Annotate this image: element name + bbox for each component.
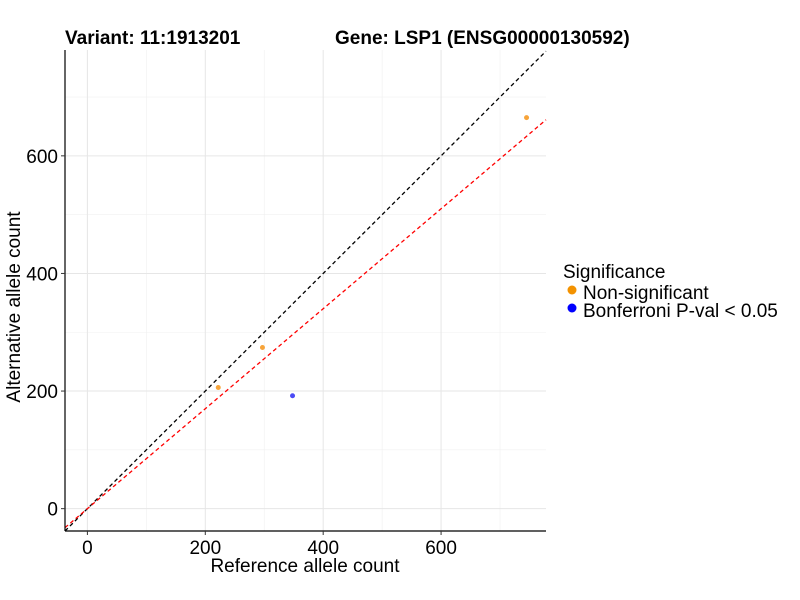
reference-lines (64, 50, 547, 532)
x-tick-label: 400 (307, 538, 339, 559)
legend-label-bonferroni: Bonferroni P-val < 0.05 (583, 301, 778, 322)
y-axis-title: Alternative allele count (4, 211, 25, 403)
x-tick-label: 200 (189, 538, 221, 559)
y-tick-label: 0 (47, 500, 58, 521)
title-variant: Variant: 11:1913201 (65, 28, 241, 49)
fit-line (64, 119, 547, 529)
title-gene: Gene: LSP1 (ENSG00000130592) (335, 28, 630, 49)
point-non-significant (215, 385, 221, 391)
legend-title: Significance (563, 262, 665, 283)
legend-marker-bonferroni (567, 303, 577, 313)
point-non-significant (259, 345, 265, 351)
y-tick-label: 400 (26, 264, 58, 285)
point-non-significant (524, 115, 530, 121)
x-tick-label: 600 (425, 538, 457, 559)
grid-lines (65, 50, 546, 531)
identity-line (64, 50, 547, 532)
x-tick-label: 0 (82, 538, 93, 559)
legend: Significance Non-significant Bonferroni … (563, 262, 778, 322)
point-bonferroni (290, 393, 296, 399)
legend-label-non-significant: Non-significant (583, 283, 709, 304)
data-points (215, 115, 530, 399)
tick-labels: 0 200 400 600 0 200 400 600 (26, 147, 457, 559)
y-tick-label: 200 (26, 382, 58, 403)
axes (64, 50, 546, 532)
legend-marker-non-significant (567, 285, 577, 295)
x-axis-title: Reference allele count (210, 556, 400, 577)
y-tick-label: 600 (26, 147, 58, 168)
